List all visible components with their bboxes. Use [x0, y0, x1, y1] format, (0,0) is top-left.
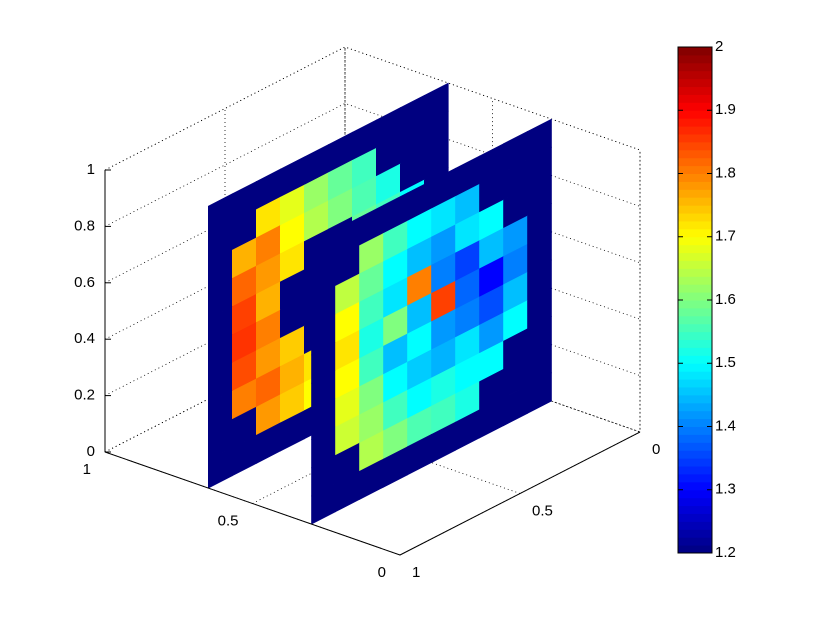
- colorbar-swatch: [678, 545, 712, 554]
- x-tick-label: 1: [83, 461, 91, 478]
- colorbar-swatch: [678, 213, 712, 222]
- colorbar-tick-label: 1.9: [715, 101, 736, 118]
- colorbar-swatch: [678, 197, 712, 206]
- colorbar-swatch: [678, 141, 712, 151]
- slice-cell: [527, 372, 552, 414]
- colorbar-swatch: [678, 47, 712, 56]
- z-tick-label: 0.6: [74, 274, 95, 291]
- y-tick-label: 0.5: [532, 502, 553, 519]
- colorbar-swatch: [678, 473, 712, 483]
- colorbar-swatch: [678, 442, 712, 451]
- colorbar-swatch: [678, 260, 712, 269]
- colorbar-swatch: [678, 284, 712, 293]
- colorbar-swatch: [678, 86, 712, 95]
- colorbar-swatch: [678, 513, 712, 522]
- x-axis: [104, 451, 401, 556]
- colorbar-swatch: [678, 228, 712, 238]
- z-tick-label: 1: [87, 161, 95, 178]
- y-tick-label: 1: [412, 564, 420, 581]
- colorbar-swatch: [678, 118, 712, 127]
- colorbar-swatch: [678, 426, 712, 435]
- colorbar-swatch: [678, 157, 712, 167]
- colorbar-tick-label: 1.5: [715, 354, 736, 371]
- colorbar-swatch: [678, 331, 712, 341]
- colorbar-swatch: [678, 402, 712, 412]
- colorbar-swatch: [678, 300, 712, 309]
- colorbar-swatch: [678, 236, 712, 246]
- colorbar-swatch: [678, 94, 712, 103]
- colorbar-swatch: [678, 347, 712, 356]
- colorbar-swatch: [678, 220, 712, 230]
- colorbar-swatch: [678, 181, 712, 190]
- colorbar-tick-label: 1.4: [715, 417, 736, 434]
- colorbar-swatch: [678, 149, 712, 159]
- colorbar-tick-label: 2: [715, 38, 723, 55]
- colorbar-swatch: [678, 276, 712, 285]
- colorbar-swatch: [678, 458, 712, 467]
- colorbar-swatch: [678, 205, 712, 214]
- colorbar-swatch: [678, 497, 712, 507]
- colorbar-swatch: [678, 110, 712, 119]
- z-tick-label: 0.2: [74, 387, 95, 404]
- colorbar-swatch: [678, 102, 712, 111]
- colorbar-swatch: [678, 410, 712, 420]
- colorbar-swatch: [678, 252, 712, 261]
- colorbar-swatch: [678, 268, 712, 277]
- colorbar-swatch: [678, 173, 712, 182]
- colorbar-swatch: [678, 466, 712, 475]
- colorbar-swatch: [678, 505, 712, 514]
- colorbar-swatch: [678, 339, 712, 348]
- colorbar-swatch: [678, 70, 712, 80]
- y-axis: [399, 431, 641, 556]
- colorbar-swatch: [678, 54, 712, 64]
- colorbar-swatch: [678, 189, 712, 198]
- colorbar-tick-label: 1.2: [715, 544, 736, 561]
- colorbar-swatch: [678, 371, 712, 380]
- colorbar-swatch: [678, 78, 712, 88]
- colorbar-tick-label: 1.8: [715, 164, 736, 181]
- colorbar-swatch: [678, 450, 712, 459]
- colorbar-swatch: [678, 418, 712, 427]
- colorbar-swatch: [678, 315, 712, 325]
- colorbar-swatch: [678, 489, 712, 499]
- colorbar-swatch: [678, 434, 712, 443]
- colorbar-tick-label: 1.7: [715, 228, 736, 245]
- colorbar-swatch: [678, 244, 712, 254]
- colorbar-swatch: [678, 323, 712, 333]
- z-tick-label: 0.4: [74, 330, 95, 347]
- colorbar-swatch: [678, 363, 712, 372]
- colorbar-swatch: [678, 394, 712, 404]
- x-tick-label: 0: [378, 564, 386, 581]
- colorbar-swatch: [678, 521, 712, 530]
- z-tick-label: 0: [87, 443, 95, 460]
- colorbar-swatch: [678, 165, 712, 174]
- y-tick-label: 0: [652, 441, 660, 458]
- colorbar-tick-label: 1.3: [715, 481, 736, 498]
- z-tick-label: 0.8: [74, 217, 95, 234]
- colorbar-swatch: [678, 529, 712, 538]
- colorbar-swatch: [678, 481, 712, 491]
- colorbar-swatch: [678, 307, 712, 317]
- colorbar-swatch: [678, 355, 712, 364]
- colorbar-swatch: [678, 292, 712, 301]
- colorbar-swatch: [678, 62, 712, 72]
- colorbar-swatch: [678, 379, 712, 388]
- colorbar-swatch: [678, 386, 712, 396]
- x-tick-label: 0.5: [218, 512, 239, 529]
- colorbar-tick-label: 1.6: [715, 291, 736, 308]
- colorbar-swatch: [678, 126, 712, 135]
- colorbar-swatch: [678, 133, 712, 143]
- colorbar-swatch: [678, 537, 712, 546]
